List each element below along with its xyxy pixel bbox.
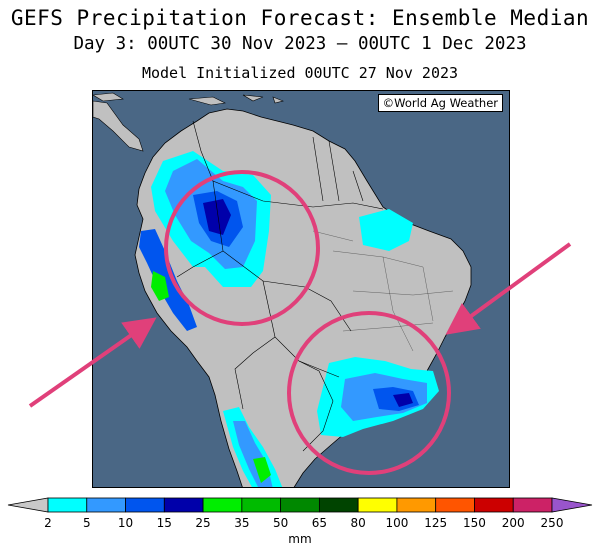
map-title: GEFS Precipitation Forecast: Ensemble Me… [10, 6, 590, 30]
colorbar-tick-10: 10 [117, 516, 134, 530]
colorbar-bin-100-125 [396, 497, 437, 513]
colorbar-tick-250: 250 [540, 516, 564, 530]
colorbar-tick-35: 35 [234, 516, 250, 530]
colorbar-bin-5-10 [86, 497, 126, 513]
colorbar-over-arrow [551, 497, 593, 513]
colorbar-tick-65: 65 [311, 516, 328, 530]
colorbar-bin-65-80 [318, 497, 359, 513]
colorbar-tick-80: 80 [350, 516, 366, 530]
colorbar-unit: mm [288, 532, 312, 546]
map-credit: ©World Ag Weather [377, 94, 503, 112]
colorbar-tick-2: 2 [44, 516, 52, 530]
colorbar-tick-5: 5 [82, 516, 91, 530]
colorbar-tick-150: 150 [463, 516, 486, 530]
colorbar-under-arrow [7, 497, 49, 513]
colorbar-bin-10-15 [125, 497, 165, 513]
colorbar-bin-150-200 [474, 497, 514, 513]
central-america [93, 100, 144, 152]
caribbean-islands [93, 92, 284, 106]
colorbar-bin-125-150 [435, 497, 475, 513]
colorbar-bin-15-25 [163, 497, 204, 513]
colorbar-tick-50: 50 [272, 516, 289, 530]
colorbar-bin-80-100 [357, 497, 398, 513]
colorbar-bin-50-65 [280, 497, 320, 513]
colorbar-bin-200-250 [512, 497, 553, 513]
colorbar-tick-15: 15 [156, 516, 172, 530]
forecast-period: Day 3: 00UTC 30 Nov 2023 — 00UTC 1 Dec 2… [73, 34, 527, 54]
colorbar-tick-200: 200 [501, 516, 525, 530]
colorbar-bin-25-35 [202, 497, 243, 513]
colorbar-tick-25: 25 [195, 516, 211, 530]
model-init-time: Model Initialized 00UTC 27 Nov 2023 [141, 64, 459, 82]
colorbar-tick-100: 100 [385, 516, 409, 530]
colorbar-tick-125: 125 [424, 516, 448, 530]
colorbar-bin-35-50 [241, 497, 282, 513]
colorbar-bin-2-5 [47, 497, 88, 513]
